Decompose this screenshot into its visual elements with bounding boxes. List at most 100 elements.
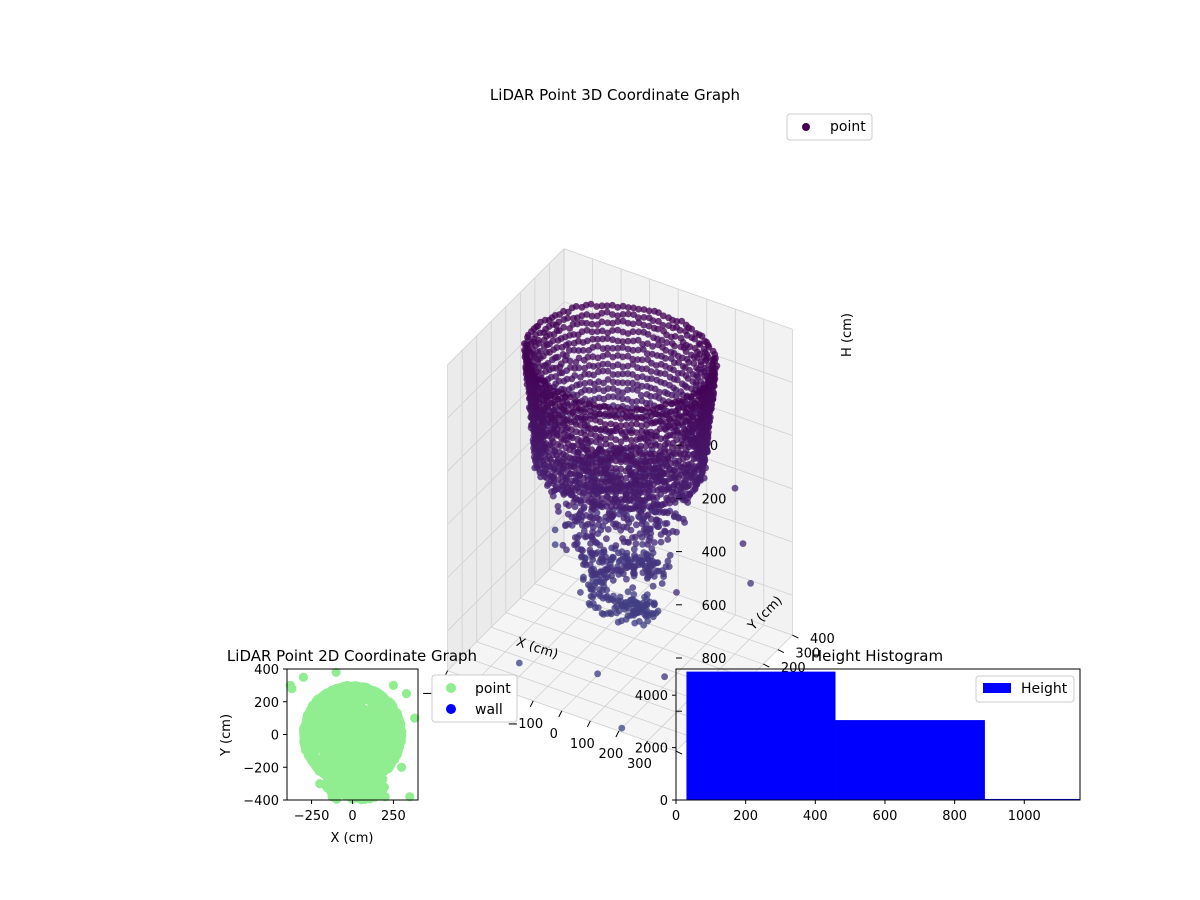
point-3d [678, 437, 686, 444]
point-3d [593, 463, 600, 471]
point-3d [650, 599, 658, 607]
point-3d [612, 413, 619, 421]
point-3d [652, 521, 659, 529]
point-3d [692, 419, 700, 427]
z-axis-label-3d: H (cm) [840, 313, 855, 357]
point-3d [608, 496, 615, 503]
point-3d [563, 399, 571, 407]
point-3d [614, 371, 622, 378]
point-3d [602, 435, 609, 443]
point-3d [648, 435, 655, 442]
point-3d [563, 546, 570, 554]
point-3d [609, 577, 617, 584]
point-3d [599, 556, 607, 564]
point-3d [638, 520, 646, 528]
point-3d [633, 414, 641, 422]
point-3d [608, 512, 616, 520]
x-tick-3d [644, 740, 648, 748]
point-3d [586, 561, 594, 569]
point-3d [612, 474, 620, 481]
point-3d [540, 336, 548, 344]
point-3d [623, 575, 630, 583]
point-3d [632, 555, 639, 563]
point-3d [604, 566, 611, 574]
point-3d [554, 337, 562, 344]
point-3d [672, 407, 679, 415]
point-3d [635, 305, 642, 313]
point-3d [586, 513, 594, 521]
x-tick-label-3d: 0 [550, 727, 558, 742]
point-3d [677, 399, 684, 406]
point-3d [590, 387, 598, 394]
point-3d [602, 449, 610, 457]
point-3d [628, 437, 635, 444]
point-3d [675, 359, 682, 366]
y-tick-3d [777, 649, 785, 654]
point-3d [617, 438, 625, 446]
point-3d [632, 459, 640, 467]
point-3d [609, 345, 617, 352]
point-3d [543, 427, 550, 435]
point-3d [577, 589, 584, 596]
point-3d [624, 304, 632, 311]
point-3d [589, 600, 597, 607]
point-3d [579, 576, 587, 583]
point-3d [602, 465, 610, 472]
point-3d [630, 591, 638, 598]
z-tick-label-3d: 800 [702, 652, 727, 667]
point-3d [676, 449, 684, 457]
point-3d [659, 478, 667, 486]
point-2d [388, 680, 398, 691]
point-3d [576, 405, 583, 413]
point-3d [560, 316, 568, 323]
point-3d [673, 589, 680, 596]
y-tick-label-3d: 300 [795, 647, 820, 662]
point-3d [638, 406, 646, 413]
point-3d [634, 336, 642, 344]
point-3d [662, 347, 670, 354]
point-3d [645, 322, 653, 330]
point-3d [643, 404, 651, 412]
point-3d [661, 673, 668, 681]
point-3d [533, 382, 541, 390]
z-tick-label-3d: 0 [710, 439, 718, 454]
point-3d [628, 398, 636, 406]
point-3d [603, 535, 610, 543]
point-3d [548, 488, 555, 496]
point-3d [643, 430, 651, 437]
point-3d [654, 325, 662, 333]
point-2d [287, 684, 297, 694]
point-3d [634, 346, 642, 354]
point-3d [619, 344, 627, 351]
point-3d [619, 302, 627, 310]
point-3d [678, 317, 686, 325]
point-3d [588, 312, 596, 320]
point-3d [612, 407, 619, 414]
point-3d [597, 442, 605, 450]
point-3d [607, 428, 614, 435]
point-3d [673, 376, 681, 384]
point-3d [645, 503, 653, 510]
point-3d [604, 526, 612, 533]
point-3d [675, 467, 683, 475]
point-3d [609, 336, 616, 344]
point-3d [655, 506, 663, 513]
point-2d [397, 762, 407, 772]
point-3d [664, 536, 672, 543]
point-3d [673, 318, 681, 325]
point-3d [580, 561, 587, 568]
point-3d [643, 574, 651, 582]
chart-2d-title: LiDAR Point 2D Coordinate Graph [227, 647, 477, 665]
point-3d [634, 373, 641, 381]
point-3d [670, 481, 678, 489]
point-3d [681, 519, 688, 526]
point-3d [653, 428, 660, 436]
point-3d [604, 367, 612, 375]
point-3d [624, 310, 632, 318]
point-3d [581, 421, 589, 429]
y-tick-3d [763, 663, 770, 668]
point-3d [586, 425, 594, 432]
point-3d [652, 441, 660, 449]
point-3d [614, 344, 622, 352]
point-3d [629, 379, 636, 387]
